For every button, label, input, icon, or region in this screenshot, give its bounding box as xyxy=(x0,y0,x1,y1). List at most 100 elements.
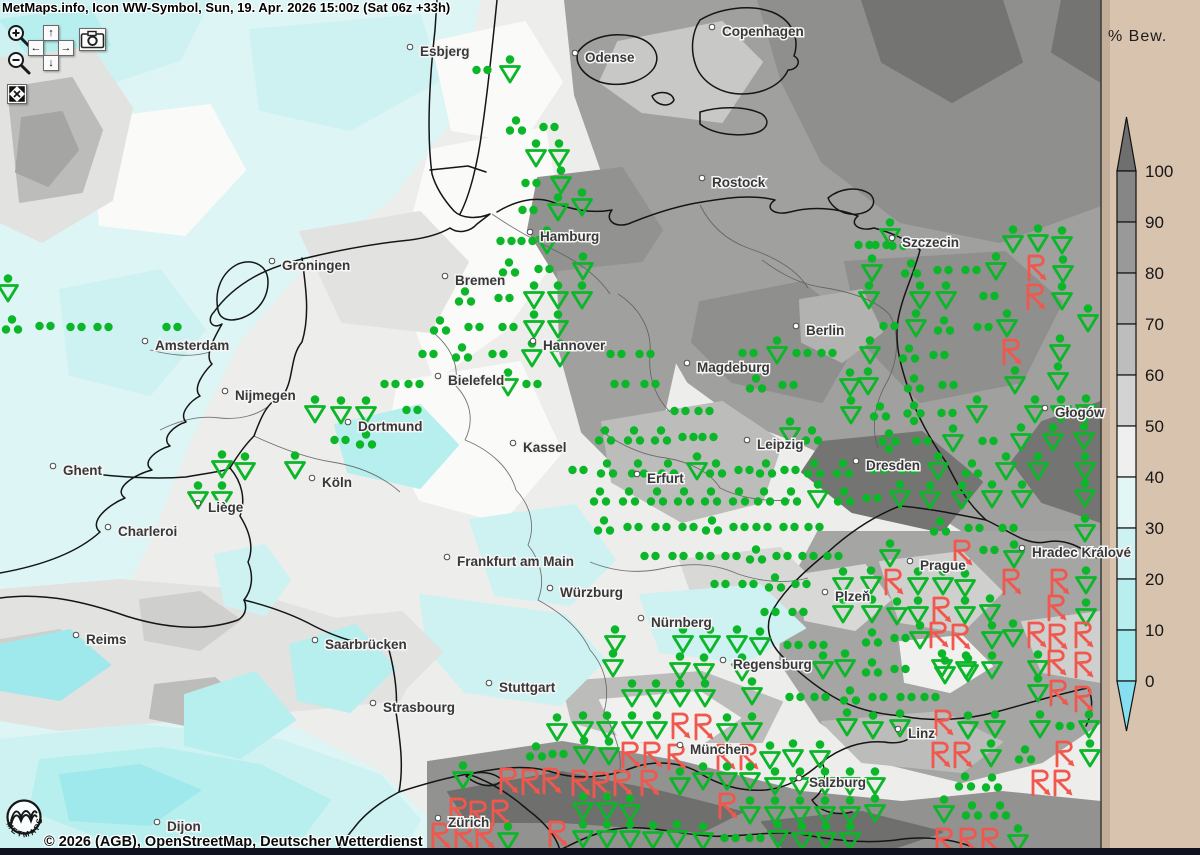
rain-light-symbol xyxy=(640,379,660,389)
pan-right-button[interactable]: → xyxy=(58,40,74,56)
city-marker-icon xyxy=(571,49,579,57)
thunderstorm-symbol xyxy=(1049,679,1069,707)
rain-shower-symbol xyxy=(767,820,789,849)
thunderstorm-symbol xyxy=(521,768,541,796)
rain-shower-symbol xyxy=(839,822,861,851)
legend-tick: 70 xyxy=(1145,315,1164,334)
svg-text:München: München xyxy=(690,742,749,757)
rain-light-symbol xyxy=(517,236,537,246)
thunderstorm-symbol xyxy=(548,820,568,848)
zoom-in-button[interactable] xyxy=(6,23,32,54)
legend-tick: 50 xyxy=(1145,417,1164,436)
thunderstorm-symbol xyxy=(1026,283,1046,311)
rain-moderate-symbol xyxy=(589,487,611,506)
city-marker-icon xyxy=(637,614,645,622)
rain-shower-symbol xyxy=(726,625,748,654)
pan-left-button[interactable]: ← xyxy=(28,40,44,56)
zoom-out-button[interactable] xyxy=(6,50,32,81)
city-marker-icon xyxy=(852,457,860,465)
rain-light-symbol xyxy=(496,236,516,246)
rain-light-symbol xyxy=(961,265,981,275)
svg-text:Liège: Liège xyxy=(208,500,244,515)
rain-moderate-symbol xyxy=(801,426,823,445)
rain-light-symbol xyxy=(779,522,799,532)
rain-moderate-symbol xyxy=(755,459,777,478)
thunderstorm-symbol xyxy=(1002,568,1022,596)
rain-moderate-symbol xyxy=(832,459,854,478)
legend-tick: 40 xyxy=(1145,468,1164,487)
fullscreen-button[interactable] xyxy=(7,84,27,104)
city-marker-icon xyxy=(546,584,554,592)
city-label: Bielefeld xyxy=(434,372,506,390)
city-label: Odense xyxy=(571,49,637,67)
thunderstorm-symbol xyxy=(929,621,949,649)
rain-shower-symbol xyxy=(669,652,691,681)
rain-moderate-symbol xyxy=(705,459,727,478)
city-label: Strasbourg xyxy=(369,699,457,717)
city-label: Kassel xyxy=(509,439,568,457)
rain-light-symbol xyxy=(494,293,514,303)
rain-moderate-symbol xyxy=(839,686,861,705)
rain-shower-symbol xyxy=(523,310,545,339)
rain-light-symbol xyxy=(912,436,932,446)
rain-light-symbol xyxy=(778,380,798,390)
rain-shower-symbol xyxy=(834,649,856,678)
rain-shower-symbol xyxy=(860,566,882,595)
thunderstorm-symbol xyxy=(499,767,519,795)
rain-shower-symbol xyxy=(1075,598,1097,627)
rain-shower-symbol xyxy=(782,739,804,768)
rain-shower-symbol xyxy=(942,424,964,453)
rain-light-symbol xyxy=(798,551,818,561)
rain-light-symbol xyxy=(780,465,800,475)
rain-shower-symbol xyxy=(764,796,786,825)
rain-moderate-symbol xyxy=(933,316,955,335)
rain-light-symbol xyxy=(896,692,916,702)
rain-light-symbol xyxy=(929,350,949,360)
rain-moderate-symbol xyxy=(929,517,951,536)
rain-shower-symbol xyxy=(1047,362,1069,391)
snapshot-button[interactable] xyxy=(79,28,106,51)
rain-light-symbol xyxy=(162,322,182,332)
rain-shower-symbol xyxy=(692,822,714,851)
legend-tick: 0 xyxy=(1145,672,1154,691)
rain-shower-symbol xyxy=(572,792,594,821)
city-marker-icon xyxy=(441,272,449,280)
rain-shower-symbol xyxy=(1004,366,1026,395)
svg-text:Frankfurt am Main: Frankfurt am Main xyxy=(457,554,574,569)
rain-light-symbol xyxy=(670,406,690,416)
rain-shower-symbol xyxy=(858,281,880,310)
thunderstorm-symbol xyxy=(931,741,951,769)
rain-shower-symbol xyxy=(832,595,854,624)
city-label: Zürich xyxy=(434,814,491,832)
city-label: Bremen xyxy=(441,272,507,290)
thunderstorm-symbol xyxy=(621,741,641,769)
rain-light-symbol xyxy=(402,405,422,415)
pan-down-button[interactable]: ↓ xyxy=(43,55,59,71)
city-marker-icon xyxy=(795,774,803,782)
pan-up-button[interactable]: ↑ xyxy=(43,25,59,41)
rain-light-symbol xyxy=(890,633,910,643)
rain-moderate-symbol xyxy=(627,459,649,478)
rain-moderate-symbol xyxy=(525,742,547,761)
rain-shower-symbol xyxy=(546,713,568,742)
rain-moderate-symbol xyxy=(869,402,891,421)
city-label: Prague xyxy=(906,557,968,575)
city-marker-icon xyxy=(221,387,229,395)
rain-moderate-symbol xyxy=(454,287,476,306)
svg-text:Reims: Reims xyxy=(86,632,127,647)
rain-light-symbol xyxy=(868,692,888,702)
legend-tick: 80 xyxy=(1145,264,1164,283)
rain-shower-symbol xyxy=(809,740,831,769)
rain-shower-symbol xyxy=(645,679,667,708)
rain-shower-symbol xyxy=(981,651,1003,680)
city-marker-icon xyxy=(888,234,896,242)
rain-light-symbol xyxy=(817,348,837,358)
rain-shower-symbol xyxy=(284,451,306,480)
rain-light-symbol xyxy=(380,379,400,389)
rain-shower-symbol xyxy=(1011,480,1033,509)
rain-light-symbol xyxy=(678,522,698,532)
city-label: Rostock xyxy=(698,174,767,192)
rain-shower-symbol xyxy=(211,481,233,510)
svg-text:Plzeň: Plzeň xyxy=(835,589,870,604)
